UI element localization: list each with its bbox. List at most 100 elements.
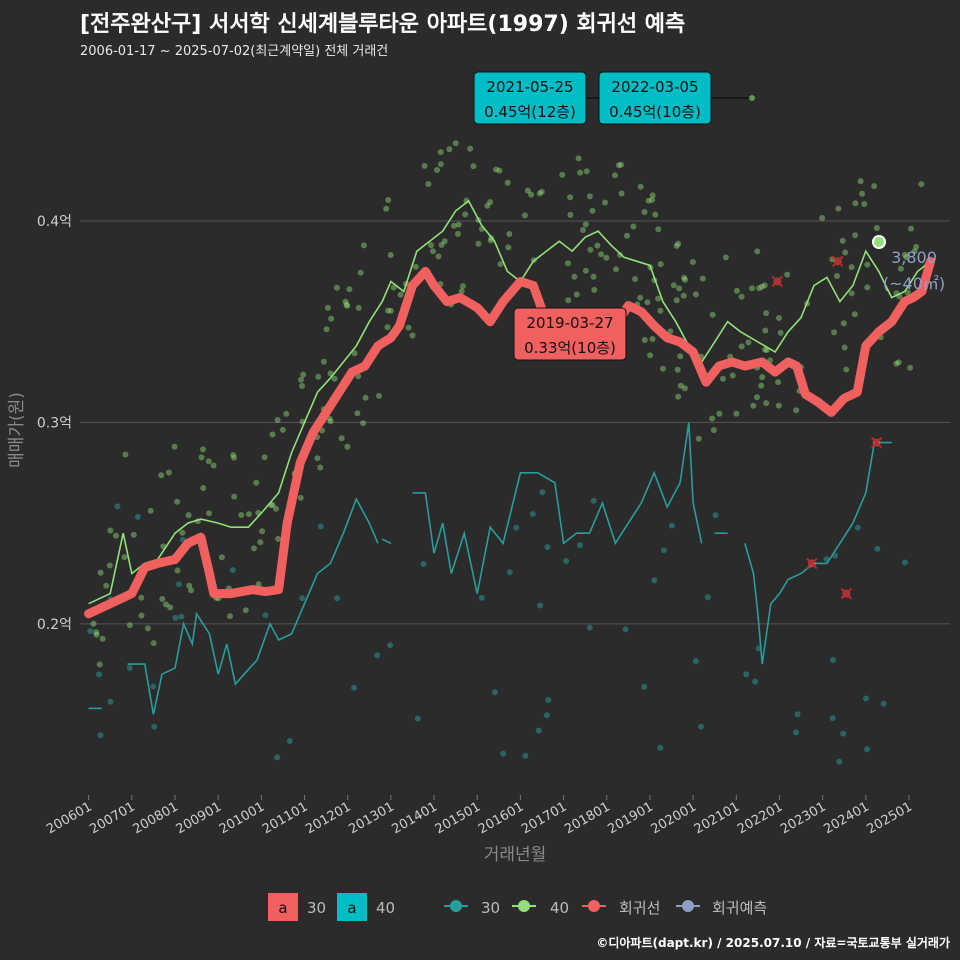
x-tick-label: 200801 bbox=[130, 799, 180, 837]
scatter-point-40 bbox=[179, 529, 186, 536]
scatter-point-40 bbox=[567, 194, 574, 201]
scatter-point-40 bbox=[297, 494, 304, 501]
scatter-point-40 bbox=[253, 479, 260, 486]
outlier-cross-icon bbox=[771, 275, 784, 288]
scatter-point-30 bbox=[513, 524, 520, 531]
scatter-point-40 bbox=[758, 382, 765, 389]
scatter-point-40 bbox=[667, 328, 674, 335]
scatter-point-30 bbox=[317, 523, 324, 530]
x-tick-label: 200701 bbox=[87, 799, 137, 837]
scatter-point-40 bbox=[360, 242, 367, 249]
scatter-point-40 bbox=[269, 431, 276, 438]
scatter-point-30 bbox=[692, 658, 699, 665]
scatter-point-40 bbox=[575, 155, 582, 162]
scatter-point-40 bbox=[613, 266, 619, 273]
scatter-point-40 bbox=[641, 209, 648, 215]
scatter-point-40 bbox=[430, 248, 436, 255]
y-tick-label: 0.4억 bbox=[37, 214, 72, 230]
scatter-point-40 bbox=[458, 288, 465, 295]
scatter-point-40 bbox=[864, 261, 871, 268]
scatter-point-40 bbox=[841, 344, 848, 351]
scatter-point-40 bbox=[602, 199, 608, 206]
scatter-point-40 bbox=[630, 223, 637, 230]
x-tick-label: 202001 bbox=[649, 799, 699, 837]
scatter-point-40 bbox=[738, 343, 745, 350]
scatter-point-40 bbox=[852, 200, 859, 207]
scatter-point-40 bbox=[231, 454, 237, 461]
scatter-point-30 bbox=[863, 695, 869, 702]
scatter-point-40 bbox=[618, 190, 625, 197]
scatter-point-40 bbox=[871, 183, 878, 190]
legend-line-40-icon bbox=[518, 900, 530, 912]
scatter-points bbox=[87, 140, 930, 765]
scatter-point-40 bbox=[852, 232, 859, 239]
scatter-point-40 bbox=[434, 167, 440, 173]
scatter-point-40 bbox=[761, 282, 768, 289]
annotation-reg: 2019-03-27 0.33억(10층) bbox=[513, 307, 627, 361]
scatter-point-40 bbox=[315, 373, 322, 380]
scatter-point-40 bbox=[709, 415, 716, 422]
chart-subtitle: 2006-01-17 ~ 2025-07-02(최근계약일) 전체 거래건 bbox=[80, 44, 389, 59]
scatter-point-40 bbox=[641, 337, 648, 343]
scatter-point-40 bbox=[397, 291, 404, 298]
scatter-point-30 bbox=[543, 712, 550, 719]
scatter-point-30 bbox=[836, 758, 843, 765]
scatter-point-40 bbox=[565, 260, 571, 267]
scatter-point-40 bbox=[729, 372, 736, 379]
scatter-point-40 bbox=[376, 392, 382, 399]
scatter-point-40 bbox=[446, 146, 453, 153]
annotation-date-1: 2021-05-25 bbox=[486, 78, 573, 96]
scatter-point-40 bbox=[675, 240, 682, 247]
scatter-point-40 bbox=[777, 329, 784, 336]
annotation-value-3: 0.33억(10층) bbox=[524, 339, 616, 357]
legend-box-30-glyph: a bbox=[278, 899, 287, 917]
scatter-point-40 bbox=[383, 205, 390, 212]
scatter-point-40 bbox=[437, 149, 444, 156]
scatter-point-30 bbox=[535, 727, 542, 734]
scatter-point-40 bbox=[617, 251, 624, 258]
scatter-point-40 bbox=[559, 171, 566, 178]
scatter-point-40 bbox=[710, 427, 717, 434]
scatter-point-40 bbox=[441, 238, 448, 245]
scatter-point-30 bbox=[563, 558, 570, 564]
scatter-point-40 bbox=[174, 498, 181, 505]
scatter-point-40 bbox=[454, 230, 461, 237]
scatter-point-40 bbox=[615, 162, 622, 169]
y-tick-label: 0.3억 bbox=[37, 415, 72, 431]
scatter-point-30 bbox=[414, 715, 421, 722]
scatter-point-40 bbox=[733, 287, 740, 294]
scatter-point-40 bbox=[121, 554, 128, 561]
scatter-point-40 bbox=[210, 462, 217, 469]
x-tick-label: 201601 bbox=[476, 799, 526, 837]
scatter-point-40 bbox=[344, 443, 351, 450]
scatter-point-40 bbox=[355, 304, 362, 311]
scatter-point-40 bbox=[720, 375, 726, 382]
scatter-point-40 bbox=[171, 443, 178, 450]
scatter-point-30 bbox=[178, 613, 185, 620]
scatter-point-40 bbox=[275, 535, 282, 542]
scatter-point-40 bbox=[750, 402, 757, 409]
scatter-point-40 bbox=[681, 385, 688, 392]
scatter-point-30 bbox=[704, 594, 711, 601]
scatter-point-30 bbox=[96, 671, 102, 678]
scatter-point-40 bbox=[206, 510, 212, 517]
scatter-point-40 bbox=[274, 417, 281, 423]
scatter-point-40 bbox=[200, 446, 206, 453]
x-tick-label: 201001 bbox=[217, 799, 267, 837]
scatter-point-40 bbox=[637, 294, 644, 301]
scatter-point-40 bbox=[227, 613, 233, 620]
scatter-point-40 bbox=[257, 539, 264, 546]
scatter-point-40 bbox=[594, 242, 601, 249]
scatter-point-40 bbox=[126, 622, 133, 629]
scatter-point-40 bbox=[754, 394, 760, 401]
scatter-point-40 bbox=[167, 604, 174, 611]
scatter-point-40 bbox=[660, 365, 666, 372]
legend-box-30-label: 30 bbox=[307, 899, 326, 917]
scatter-point-30 bbox=[840, 730, 847, 737]
scatter-point-40 bbox=[107, 527, 114, 534]
scatter-point-30 bbox=[577, 542, 584, 549]
scatter-point-40 bbox=[106, 562, 113, 569]
outlier-cross-icon bbox=[870, 436, 883, 449]
scatter-point-30 bbox=[114, 503, 121, 510]
